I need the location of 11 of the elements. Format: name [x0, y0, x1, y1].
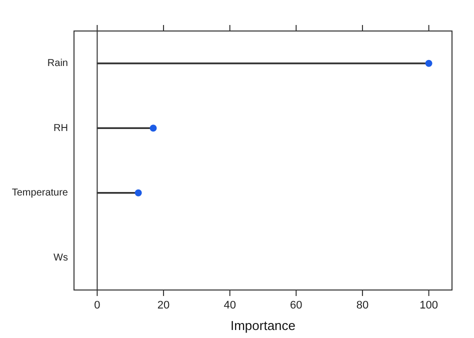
x-tick-label: 0 — [94, 300, 100, 312]
x-tick-label: 100 — [420, 300, 438, 312]
x-tick-label: 40 — [224, 300, 236, 312]
x-tick-label: 80 — [356, 300, 369, 312]
y-tick-label: Rain — [47, 58, 68, 70]
y-tick-label: Ws — [54, 252, 68, 264]
y-tick-label: Temperature — [12, 188, 68, 199]
x-tick-label: 60 — [290, 300, 302, 312]
x-tick-label: 20 — [157, 300, 170, 312]
x-axis-title: Importance — [230, 318, 296, 333]
y-tick-label: RH — [54, 122, 68, 134]
